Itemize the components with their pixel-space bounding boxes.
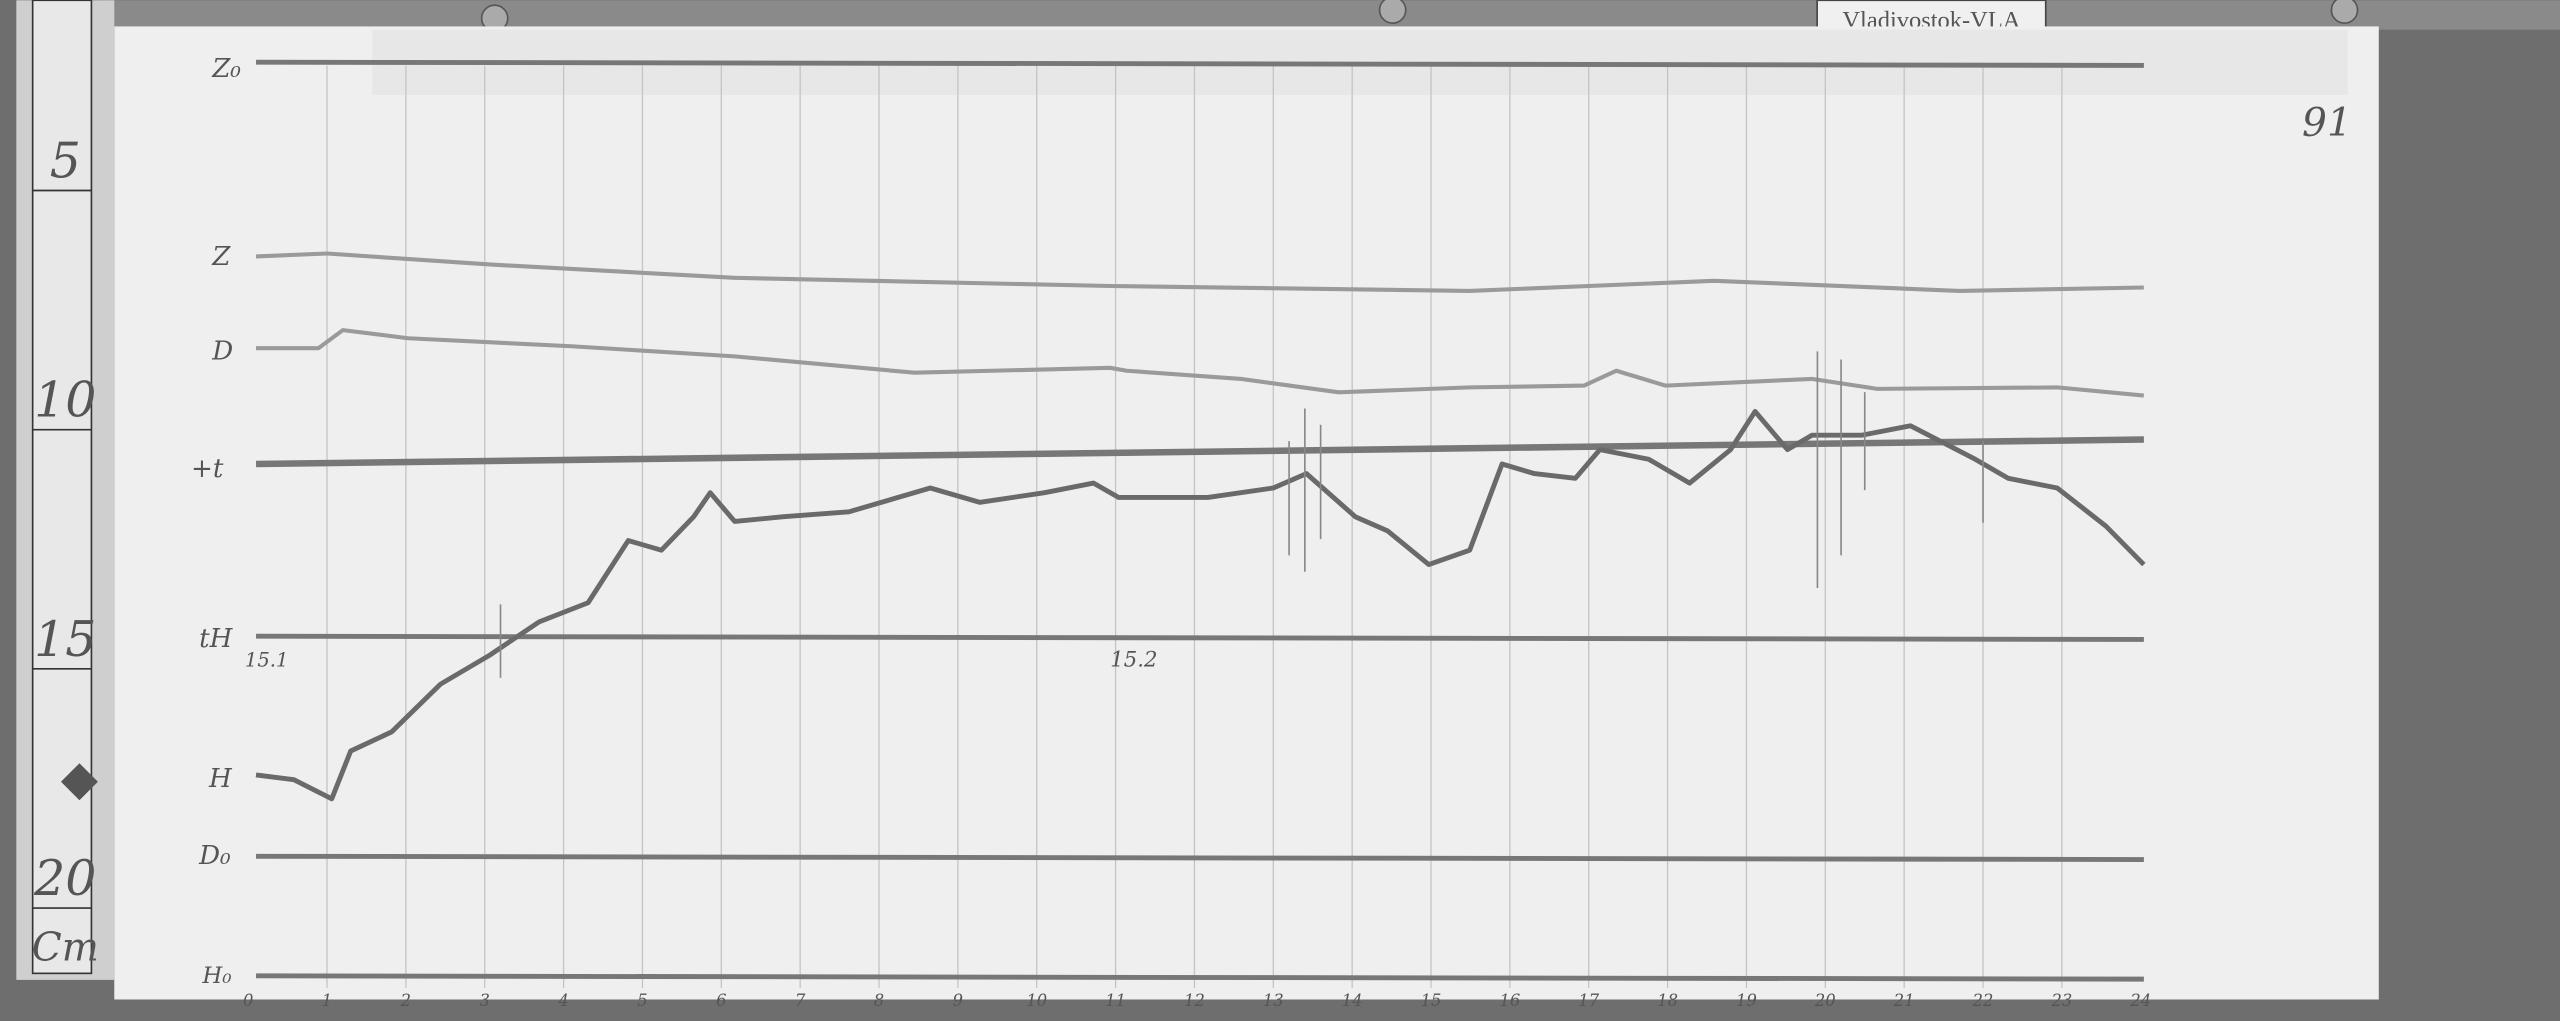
row-label-z0: Z₀ xyxy=(211,54,241,84)
ruler-label: 15 xyxy=(34,611,96,668)
ruler-face xyxy=(31,0,93,975)
hour-tick-label: 15 xyxy=(1421,991,1442,1010)
hour-tick-label: 7 xyxy=(795,991,806,1010)
hour-tick-label: 6 xyxy=(716,991,726,1010)
row-label-t: +t xyxy=(191,454,224,484)
hour-tick-label: 11 xyxy=(1105,991,1126,1010)
row-label-h: H xyxy=(208,764,233,794)
hour-tick-label: 3 xyxy=(480,991,490,1010)
hour-tick-label: 0 xyxy=(243,991,253,1010)
hour-tick-label: 23 xyxy=(2050,991,2072,1010)
hour-tick-label: 16 xyxy=(1499,991,1520,1010)
hour-tick-label: 8 xyxy=(874,991,884,1010)
row-label-d0: D₀ xyxy=(198,841,231,871)
hour-tick-label: 5 xyxy=(637,991,647,1010)
baseline-tH xyxy=(256,633,2144,642)
hour-tick-label: 18 xyxy=(1657,991,1678,1010)
ruler-label: 20 xyxy=(33,850,96,907)
hour-tick-label: 12 xyxy=(1184,991,1205,1010)
hour-tick-label: 17 xyxy=(1578,991,1599,1010)
hour-tick-label: 13 xyxy=(1263,991,1284,1010)
trace-Z xyxy=(255,251,2144,293)
baseline-H₀ xyxy=(256,973,2144,982)
row-label-h0: H₀ xyxy=(201,963,231,989)
hour-tick-label: 9 xyxy=(953,991,963,1010)
hour-tick-label: 2 xyxy=(400,991,411,1010)
hour-tick-label: 4 xyxy=(557,991,568,1010)
row-label-d: D xyxy=(211,336,233,366)
ruler-label: 10 xyxy=(34,372,96,429)
trace-D xyxy=(256,328,2145,398)
ruler-unit: Cm xyxy=(32,925,99,970)
baseline-Z₀ xyxy=(256,59,2144,68)
hour-tick-label: 22 xyxy=(1972,991,1994,1010)
hour-tick-label: 20 xyxy=(1814,991,1836,1010)
time-mark-mid: 15.2 xyxy=(1110,647,1157,672)
paper-sheet xyxy=(114,26,2379,1000)
hour-tick-label: 24 xyxy=(2129,991,2151,1010)
screw-icon xyxy=(2330,0,2359,24)
hour-tick-label: 19 xyxy=(1736,991,1757,1010)
hour-tick-label: 10 xyxy=(1026,991,1047,1010)
top-strip xyxy=(97,0,2560,30)
sheet-number: 91 xyxy=(2302,101,2352,146)
time-mark-start: 15.1 xyxy=(245,648,289,671)
trace-H xyxy=(255,408,2146,802)
hour-tick-label: 1 xyxy=(322,991,332,1010)
ruler-label: 5 xyxy=(50,132,81,189)
hour-tick-label: 14 xyxy=(1342,991,1363,1010)
hour-tick-label: 21 xyxy=(1893,991,1915,1010)
baseline-+t xyxy=(256,436,2144,468)
screw-icon xyxy=(1378,0,1407,24)
row-label-th: tH xyxy=(199,624,233,654)
row-label-z: Z xyxy=(211,242,231,272)
baseline-D₀ xyxy=(256,853,2144,862)
